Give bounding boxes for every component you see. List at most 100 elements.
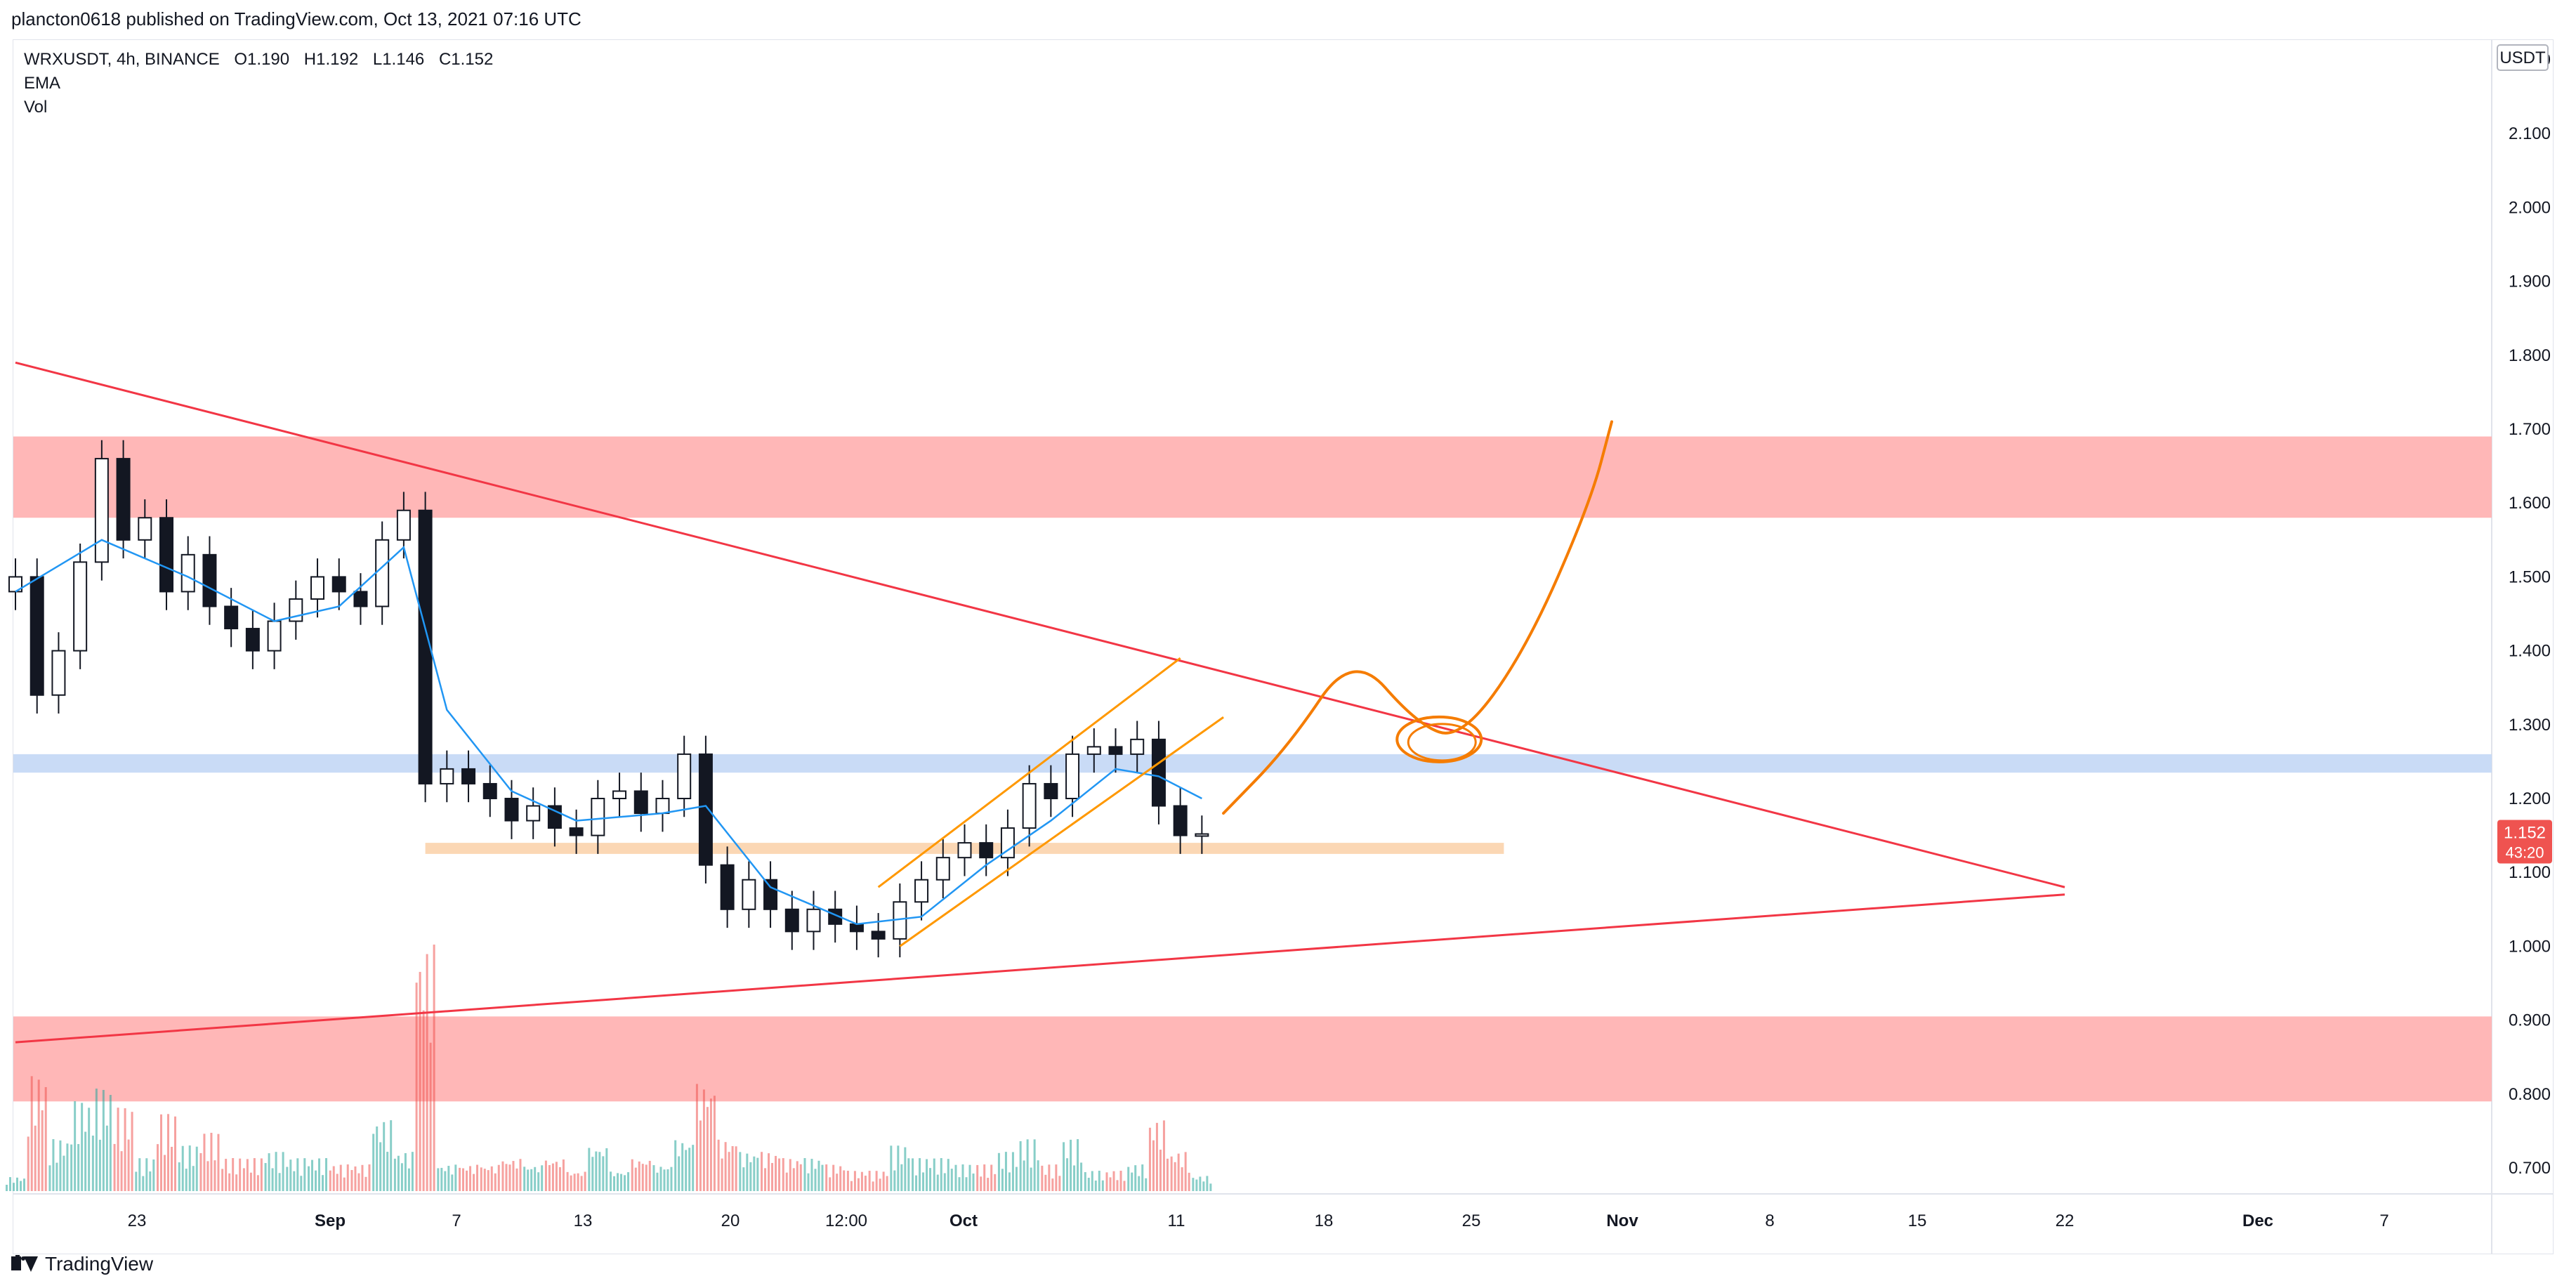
volume-bar (27, 1136, 29, 1191)
candle-body (698, 753, 713, 866)
volume-bar (476, 1164, 479, 1191)
x-tick-label: 11 (1168, 1211, 1185, 1230)
candle-body (73, 561, 88, 652)
candle-body (461, 768, 476, 784)
y-tick-label: 2.000 (2509, 198, 2551, 217)
volume-bar (16, 1177, 18, 1191)
volume-bar (346, 1164, 349, 1191)
volume-bar (645, 1164, 648, 1191)
volume-bar (296, 1158, 299, 1191)
volume-bar (383, 1122, 386, 1191)
volume-bar (239, 1158, 242, 1191)
candle-body (138, 517, 152, 541)
volume-bar (588, 1148, 591, 1191)
volume-bar (1138, 1176, 1141, 1191)
volume-bar (933, 1158, 935, 1191)
candle-body (763, 879, 778, 910)
footer-brand[interactable]: TradingView (11, 1253, 153, 1275)
volume-bar (1008, 1172, 1011, 1191)
volume-bar (620, 1174, 623, 1191)
volume-bar (397, 1155, 400, 1191)
candle-body (396, 509, 411, 541)
zone-blue-support[interactable] (13, 754, 2492, 773)
volume-bar (803, 1158, 806, 1191)
volume-bar (145, 1158, 148, 1191)
volume-bar (142, 1176, 145, 1191)
volume-bar (749, 1162, 752, 1191)
volume-bar (968, 1164, 971, 1191)
volume-bar (534, 1167, 537, 1191)
volume-bar (1044, 1174, 1047, 1191)
x-tick-label: Oct (949, 1211, 978, 1230)
candle-body (51, 650, 66, 696)
zone-lower-resistance[interactable] (13, 1016, 2492, 1102)
volume-bar (246, 1159, 249, 1191)
volume-bar (1026, 1139, 1029, 1191)
legend-volume[interactable]: Vol (24, 98, 48, 117)
target-circle-inner[interactable] (1407, 723, 1477, 762)
volume-bar (117, 1108, 119, 1191)
x-tick-label: 8 (1765, 1211, 1774, 1230)
volume-bar (77, 1144, 80, 1191)
candle-body (979, 842, 994, 859)
volume-bar (659, 1167, 662, 1191)
volume-bar (105, 1125, 108, 1191)
legend-high: H1.192 (303, 50, 359, 69)
unit-badge[interactable] (2497, 44, 2549, 71)
volume-bar (624, 1175, 626, 1191)
y-tick-label: 2.100 (2509, 124, 2551, 143)
volume-bar (580, 1176, 583, 1191)
volume-bar (897, 1145, 900, 1191)
volume-bar (286, 1167, 289, 1191)
volume-bar (961, 1164, 964, 1191)
volume-bar (731, 1145, 734, 1191)
volume-bar (965, 1177, 968, 1191)
zone-upper-resistance[interactable] (13, 436, 2492, 518)
countdown-label: 43:20 (2505, 843, 2544, 861)
volume-bar (1094, 1181, 1097, 1191)
volume-bar (404, 1152, 407, 1191)
candle-body (806, 908, 821, 933)
legend-ema[interactable]: EMA (24, 74, 61, 93)
volume-bar (1119, 1171, 1122, 1191)
volume-bar (253, 1158, 256, 1191)
projection-path[interactable] (1222, 420, 1613, 815)
ascending-trendline[interactable] (15, 893, 2065, 1044)
volume-bar (987, 1178, 990, 1191)
candle-body (310, 576, 325, 600)
channel-upper-line[interactable] (877, 657, 1181, 888)
volume-bar (846, 1171, 849, 1191)
volume-bar (825, 1164, 828, 1191)
volume-bar (171, 1146, 173, 1191)
descending-trendline[interactable] (15, 361, 2065, 888)
volume-bar (605, 1148, 608, 1191)
candle-body (849, 923, 864, 933)
volume-bar (91, 1136, 94, 1191)
volume-bar (74, 1101, 77, 1191)
volume-bar (814, 1169, 817, 1191)
volume-bar (713, 1096, 716, 1191)
volume-bar (419, 971, 421, 1191)
volume-bar (695, 1084, 698, 1191)
volume-bar (390, 1120, 393, 1191)
x-tick-label: Nov (1606, 1211, 1638, 1230)
volume-bar (1080, 1162, 1083, 1191)
volume-bar (886, 1176, 888, 1191)
volume-bar (1070, 1139, 1072, 1191)
volume-bar (997, 1152, 1000, 1191)
volume-bar (570, 1175, 572, 1191)
candle-body (1022, 782, 1037, 829)
volume-bar (376, 1126, 379, 1191)
volume-bar (315, 1170, 317, 1191)
channel-lower-line[interactable] (899, 716, 1224, 947)
volume-bar (610, 1171, 612, 1191)
candle-body (180, 553, 195, 593)
target-circle[interactable] (1395, 715, 1483, 763)
volume-bar (541, 1165, 544, 1191)
volume-bar (656, 1172, 659, 1191)
volume-bar (109, 1095, 112, 1191)
volume-bar (1112, 1171, 1115, 1191)
volume-bar (84, 1131, 87, 1191)
volume-bar (466, 1170, 468, 1191)
